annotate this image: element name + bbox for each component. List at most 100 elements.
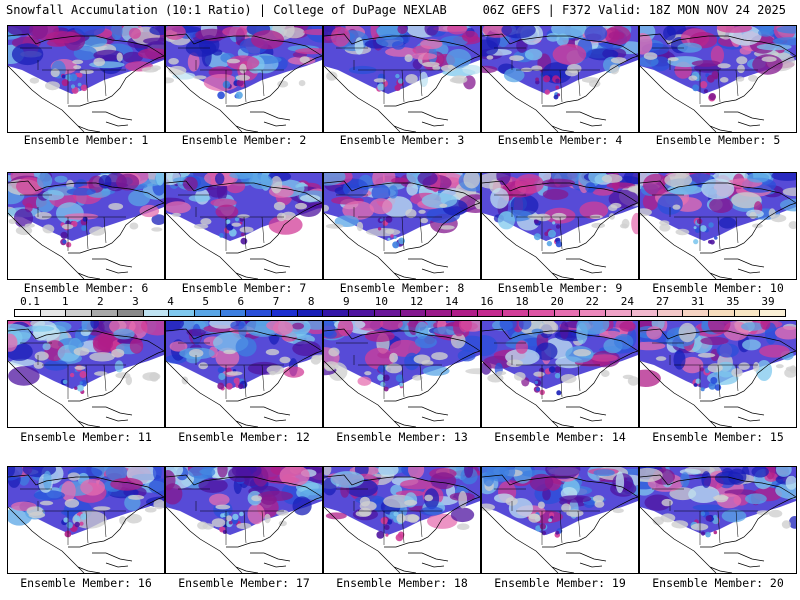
colorbar-cell bbox=[477, 310, 504, 316]
colorbar-cell bbox=[580, 310, 607, 316]
colorbar-cell bbox=[169, 310, 195, 316]
ensemble-member-map bbox=[639, 466, 797, 574]
colorbar-cell bbox=[220, 310, 247, 316]
ensemble-member-map bbox=[165, 466, 323, 574]
snowfall-map bbox=[324, 26, 480, 132]
colorbar-cell bbox=[349, 310, 375, 316]
ensemble-member-label: Ensemble Member: 5 bbox=[655, 133, 781, 147]
colorbar-cell bbox=[760, 310, 786, 316]
snowfall-map bbox=[482, 26, 638, 132]
colorbar-tick-label: 8 bbox=[307, 295, 315, 308]
colorbar bbox=[14, 309, 786, 317]
ensemble-member-map bbox=[639, 172, 797, 280]
ensemble-member-map bbox=[165, 320, 323, 428]
snowfall-map bbox=[8, 173, 164, 279]
snowfall-map bbox=[166, 173, 322, 279]
ensemble-member-label: Ensemble Member: 7 bbox=[181, 281, 307, 295]
colorbar-tick-label: 6 bbox=[237, 295, 245, 308]
ensemble-member-map bbox=[323, 466, 481, 574]
snowfall-map bbox=[482, 321, 638, 427]
colorbar-cell bbox=[323, 310, 350, 316]
ensemble-member-label: Ensemble Member: 16 bbox=[20, 576, 152, 590]
colorbar-tick-label: 5 bbox=[202, 295, 210, 308]
colorbar-cell bbox=[246, 310, 273, 316]
snowfall-map bbox=[8, 26, 164, 132]
colorbar-cell bbox=[66, 310, 93, 316]
snowfall-map bbox=[640, 321, 796, 427]
colorbar-cell bbox=[451, 310, 478, 316]
snowfall-map bbox=[8, 467, 164, 573]
colorbar-tick-label: 9 bbox=[342, 295, 350, 308]
snowfall-map bbox=[324, 173, 480, 279]
colorbar-tick-label: 14 bbox=[445, 295, 459, 308]
colorbar-cell bbox=[297, 310, 324, 316]
colorbar-cell bbox=[272, 310, 298, 316]
ensemble-member-label: Ensemble Member: 10 bbox=[652, 281, 784, 295]
colorbar-tick-label: 18 bbox=[515, 295, 529, 308]
colorbar-cell bbox=[529, 310, 555, 316]
snowfall-map bbox=[166, 321, 322, 427]
ensemble-member-label: Ensemble Member: 8 bbox=[339, 281, 465, 295]
header-right: 06Z GEFS | F372 Valid: 18Z MON NOV 24 20… bbox=[482, 3, 786, 17]
ensemble-member-map bbox=[639, 25, 797, 133]
colorbar-tick-label: 10 bbox=[374, 295, 389, 308]
ensemble-member-map bbox=[323, 25, 481, 133]
header-left: Snowfall Accumulation (10:1 Ratio) | Col… bbox=[6, 3, 447, 17]
ensemble-member-label: Ensemble Member: 6 bbox=[23, 281, 149, 295]
colorbar-tick-label: 24 bbox=[620, 295, 635, 308]
colorbar-tick-label: 27 bbox=[655, 295, 670, 308]
ensemble-member-map bbox=[7, 320, 165, 428]
ensemble-member-map bbox=[7, 172, 165, 280]
snowfall-map bbox=[8, 321, 164, 427]
colorbar-tick-label: 16 bbox=[480, 295, 494, 308]
colorbar-tick-label: 7 bbox=[272, 295, 280, 308]
colorbar-cell bbox=[657, 310, 684, 316]
ensemble-member-label: Ensemble Member: 4 bbox=[497, 133, 623, 147]
colorbar-cell bbox=[117, 310, 144, 316]
ensemble-member-label: Ensemble Member: 18 bbox=[336, 576, 468, 590]
ensemble-member-label: Ensemble Member: 11 bbox=[20, 430, 152, 444]
snowfall-map bbox=[166, 467, 322, 573]
snowfall-map bbox=[166, 26, 322, 132]
colorbar-cell bbox=[708, 310, 735, 316]
ensemble-member-label: Ensemble Member: 1 bbox=[23, 133, 149, 147]
snowfall-map bbox=[482, 467, 638, 573]
ensemble-member-label: Ensemble Member: 13 bbox=[336, 430, 468, 444]
ensemble-member-map bbox=[165, 25, 323, 133]
colorbar-cell bbox=[143, 310, 170, 316]
colorbar-cell bbox=[374, 310, 401, 316]
colorbar-cell bbox=[554, 310, 581, 316]
ensemble-member-map bbox=[481, 172, 639, 280]
colorbar-tick-label: 22 bbox=[585, 295, 599, 308]
colorbar-cell bbox=[631, 310, 658, 316]
snowfall-map bbox=[324, 321, 480, 427]
colorbar-tick-label: 3 bbox=[132, 295, 139, 308]
colorbar-tick-label: 39 bbox=[761, 295, 775, 308]
ensemble-member-label: Ensemble Member: 15 bbox=[652, 430, 784, 444]
ensemble-member-label: Ensemble Member: 17 bbox=[178, 576, 310, 590]
colorbar-cell bbox=[426, 310, 452, 316]
colorbar-cell bbox=[734, 310, 761, 316]
colorbar-tick-label: 20 bbox=[550, 295, 564, 308]
ensemble-member-map bbox=[7, 466, 165, 574]
colorbar-cell bbox=[503, 310, 530, 316]
ensemble-member-label: Ensemble Member: 19 bbox=[494, 576, 626, 590]
ensemble-member-label: Ensemble Member: 9 bbox=[497, 281, 623, 295]
colorbar-cell bbox=[40, 310, 67, 316]
snowfall-map bbox=[324, 467, 480, 573]
ensemble-member-label: Ensemble Member: 3 bbox=[339, 133, 465, 147]
ensemble-member-label: Ensemble Member: 20 bbox=[652, 576, 784, 590]
colorbar-cell bbox=[400, 310, 427, 316]
colorbar-tick-label: 2 bbox=[96, 295, 104, 308]
colorbar-tick-label: 0.1 bbox=[20, 295, 40, 308]
ensemble-member-label: Ensemble Member: 2 bbox=[181, 133, 307, 147]
ensemble-member-label: Ensemble Member: 14 bbox=[494, 430, 626, 444]
ensemble-member-map bbox=[481, 25, 639, 133]
ensemble-member-map bbox=[323, 320, 481, 428]
ensemble-member-map bbox=[7, 25, 165, 133]
colorbar-cell bbox=[683, 310, 709, 316]
ensemble-member-map bbox=[165, 172, 323, 280]
colorbar-tick-label: 4 bbox=[167, 295, 174, 308]
colorbar-cell bbox=[15, 310, 41, 316]
ensemble-member-map bbox=[481, 466, 639, 574]
